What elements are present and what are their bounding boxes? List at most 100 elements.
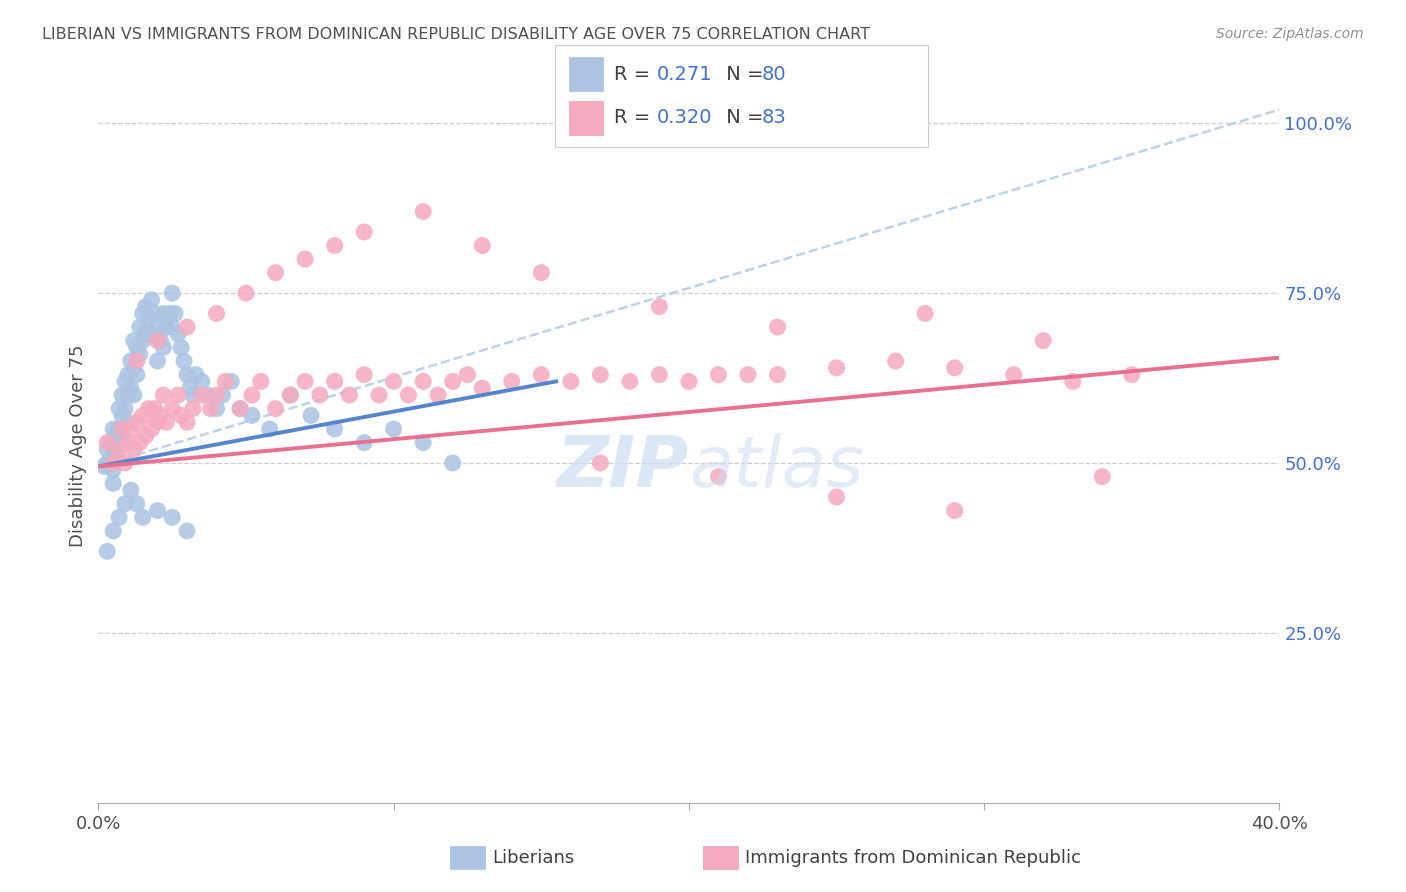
Point xyxy=(766,368,789,382)
Point xyxy=(219,375,242,389)
Point xyxy=(162,401,183,416)
Point xyxy=(589,456,612,470)
Point xyxy=(200,401,222,416)
Point xyxy=(157,306,180,320)
Text: atlas: atlas xyxy=(689,433,863,502)
Point xyxy=(678,375,700,389)
Point xyxy=(132,306,155,320)
Point xyxy=(103,442,125,457)
Point xyxy=(323,375,346,389)
Text: N =: N = xyxy=(720,108,769,128)
Point xyxy=(170,409,193,423)
Point xyxy=(382,422,405,436)
Point xyxy=(128,320,150,334)
Point xyxy=(191,388,214,402)
Point xyxy=(108,510,131,524)
Point xyxy=(471,381,494,395)
Text: R =: R = xyxy=(614,108,657,128)
Point xyxy=(114,497,136,511)
Point xyxy=(825,490,848,504)
Point xyxy=(146,503,169,517)
Point xyxy=(135,429,157,443)
Point xyxy=(299,409,322,423)
Point xyxy=(181,388,204,402)
Text: Source: ZipAtlas.com: Source: ZipAtlas.com xyxy=(1216,27,1364,41)
Point xyxy=(152,306,174,320)
Point xyxy=(294,375,316,389)
Point xyxy=(914,306,936,320)
Point xyxy=(181,401,204,416)
Point xyxy=(93,459,115,474)
Point xyxy=(707,368,730,382)
Point xyxy=(211,388,233,402)
Point xyxy=(96,442,118,457)
Point xyxy=(135,300,157,314)
Text: 80: 80 xyxy=(762,64,787,84)
Point xyxy=(441,456,464,470)
Point xyxy=(162,320,183,334)
Point xyxy=(143,401,166,416)
Point xyxy=(167,388,190,402)
Point xyxy=(1121,368,1143,382)
Point xyxy=(117,388,139,402)
Text: N =: N = xyxy=(720,64,769,84)
Point xyxy=(125,341,148,355)
Point xyxy=(103,456,125,470)
Text: R =: R = xyxy=(614,64,657,84)
Point xyxy=(103,463,125,477)
Point xyxy=(173,354,195,368)
Point xyxy=(96,435,118,450)
Point xyxy=(120,483,142,498)
Point xyxy=(766,320,789,334)
Point xyxy=(149,409,172,423)
Point xyxy=(353,368,375,382)
Point xyxy=(589,368,612,382)
Point xyxy=(240,388,263,402)
Point xyxy=(125,497,148,511)
Point xyxy=(125,415,148,429)
Text: 83: 83 xyxy=(762,108,787,128)
Point xyxy=(108,422,131,436)
Point xyxy=(353,435,375,450)
Point xyxy=(176,320,198,334)
Point xyxy=(235,286,257,301)
Point xyxy=(155,415,177,429)
Point xyxy=(294,252,316,266)
Point xyxy=(191,375,214,389)
Point xyxy=(471,238,494,252)
Point xyxy=(117,415,139,429)
Point xyxy=(114,456,136,470)
Point xyxy=(122,360,145,375)
Point xyxy=(114,401,136,416)
Point xyxy=(146,415,169,429)
Point xyxy=(339,388,360,402)
Point xyxy=(114,375,136,389)
Point xyxy=(229,401,252,416)
Point xyxy=(368,388,391,402)
Point xyxy=(323,238,346,252)
Point xyxy=(179,381,201,395)
Point xyxy=(456,368,478,382)
Point xyxy=(135,326,157,341)
Point xyxy=(412,435,434,450)
Point xyxy=(530,368,553,382)
Point xyxy=(250,375,273,389)
Point xyxy=(184,368,207,382)
Point xyxy=(120,422,142,436)
Point xyxy=(167,326,190,341)
Point xyxy=(138,313,160,327)
Point xyxy=(278,388,302,402)
Point xyxy=(278,388,302,402)
Point xyxy=(560,375,582,389)
Point xyxy=(170,341,193,355)
Point xyxy=(648,368,671,382)
Point xyxy=(1091,469,1114,483)
Point xyxy=(259,422,281,436)
Point xyxy=(530,266,553,280)
Point xyxy=(176,415,198,429)
Point xyxy=(96,456,118,470)
Point xyxy=(943,360,966,375)
Point xyxy=(1062,375,1084,389)
Point xyxy=(111,422,134,436)
Text: Liberians: Liberians xyxy=(492,849,574,867)
